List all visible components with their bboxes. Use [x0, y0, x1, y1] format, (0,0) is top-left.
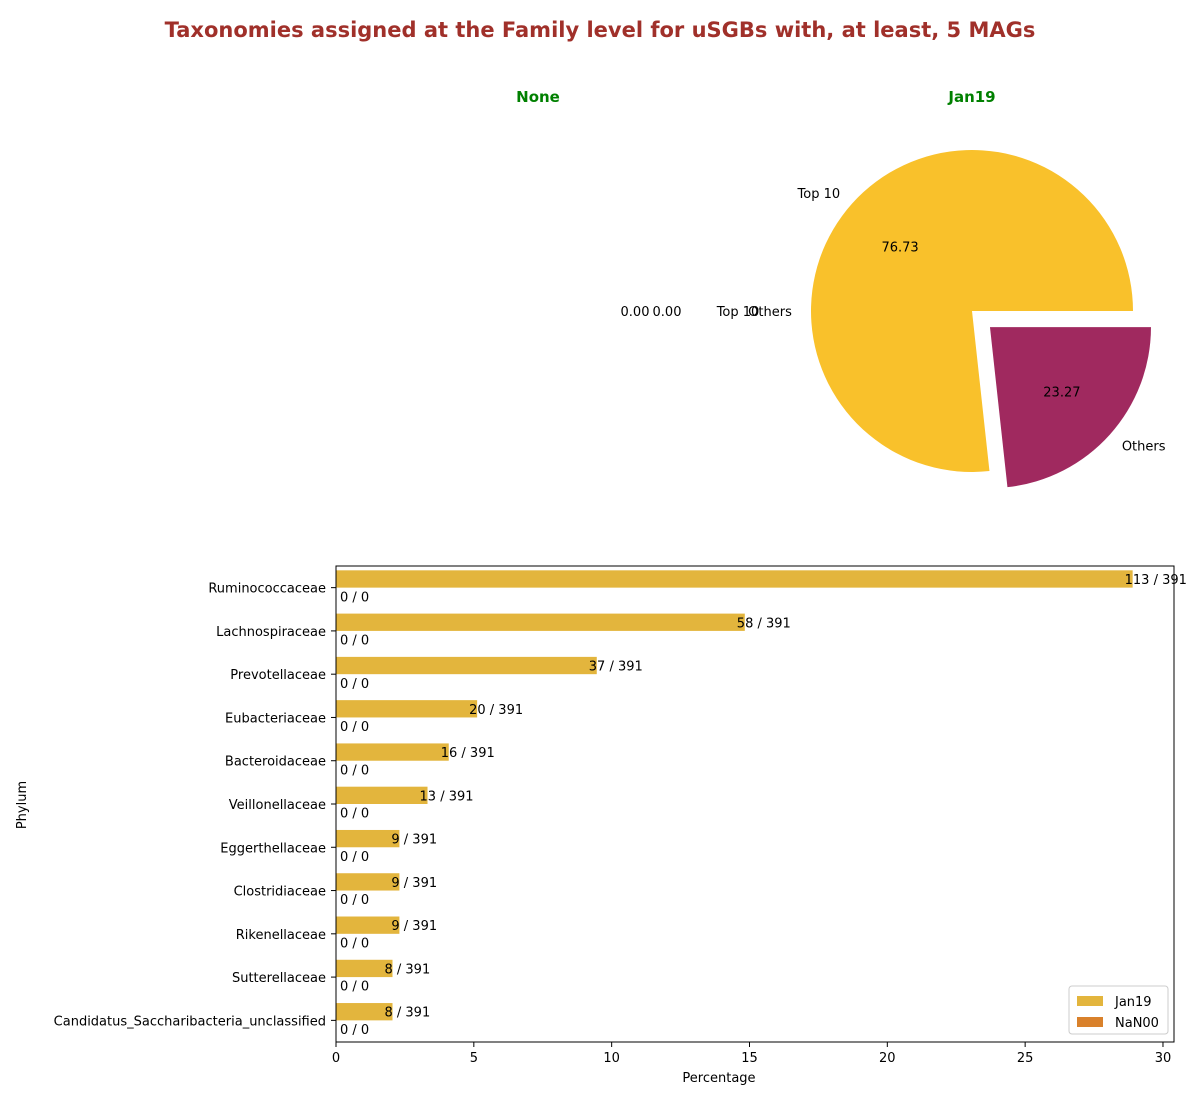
bar-label-nan00: 0 / 0 — [340, 677, 369, 692]
y-tick-label: Prevotellaceae — [230, 668, 326, 683]
bar-label-nan00: 0 / 0 — [340, 720, 369, 735]
y-tick-label: Eggerthellaceae — [220, 841, 326, 856]
bar-label-nan00: 0 / 0 — [340, 590, 369, 605]
bar-jan19 — [336, 786, 428, 804]
legend-label: NaN00 — [1115, 1016, 1159, 1031]
legend-swatch — [1077, 1017, 1103, 1027]
bar-label-jan19: 9 / 391 — [391, 833, 437, 848]
y-tick-label: Bacteroidaceae — [225, 755, 326, 770]
y-tick-label: Sutterellaceae — [232, 971, 326, 986]
bar-label-jan19: 113 / 391 — [1125, 573, 1187, 588]
bar-jan19 — [336, 1003, 393, 1021]
bar-jan19 — [336, 916, 400, 934]
x-tick-label: 10 — [603, 1051, 620, 1066]
y-tick-label: Veillonellaceae — [229, 798, 326, 813]
bar-jan19 — [336, 743, 449, 761]
bar-label-nan00: 0 / 0 — [340, 980, 369, 995]
bar-label-nan00: 0 / 0 — [340, 936, 369, 951]
bar-jan19 — [336, 613, 745, 631]
y-tick-label: Candidatus_Saccharibacteria_unclassified — [54, 1014, 326, 1029]
bar-label-jan19: 37 / 391 — [589, 660, 643, 675]
bar-jan19 — [336, 700, 478, 718]
chart-title: Taxonomies assigned at the Family level … — [164, 18, 1036, 42]
legend-label: Jan19 — [1114, 995, 1152, 1010]
bar-label-nan00: 0 / 0 — [340, 807, 369, 822]
bar-label-nan00: 0 / 0 — [340, 850, 369, 865]
y-tick-label: Lachnospiraceae — [216, 625, 326, 640]
pie-none-title: None — [516, 88, 560, 106]
y-tick-label: Rikenellaceae — [236, 928, 326, 943]
bar-jan19 — [336, 656, 597, 675]
x-axis-label: Percentage — [682, 1071, 755, 1086]
bar-label-jan19: 9 / 391 — [391, 876, 437, 891]
x-tick-label: 30 — [1155, 1051, 1172, 1066]
y-tick-label: Clostridiaceae — [234, 885, 326, 900]
bar-label-jan19: 16 / 391 — [441, 746, 495, 761]
bar-label-nan00: 0 / 0 — [340, 893, 369, 908]
bar-jan19 — [336, 873, 400, 891]
bar-label-jan19: 8 / 391 — [385, 962, 431, 977]
y-tick-label: Eubacteriaceae — [225, 711, 326, 726]
bar-jan19 — [336, 959, 393, 978]
y-tick-label: Ruminococcaceae — [208, 582, 326, 597]
x-tick-label: 5 — [470, 1051, 478, 1066]
bar-label-jan19: 20 / 391 — [469, 703, 523, 718]
legend-swatch — [1077, 996, 1103, 1006]
bar-label-nan00: 0 / 0 — [340, 1023, 369, 1038]
pie-jan19-title: Jan19 — [948, 88, 996, 106]
plot-frame — [335, 565, 1175, 1043]
bar-jan19 — [336, 829, 400, 848]
bar-label-nan00: 0 / 0 — [340, 634, 369, 649]
x-tick-label: 0 — [332, 1051, 340, 1066]
bar-label-jan19: 13 / 391 — [420, 789, 474, 804]
x-tick-label: 20 — [879, 1051, 896, 1066]
bar-label-jan19: 9 / 391 — [391, 919, 437, 934]
bar-label-jan19: 58 / 391 — [737, 616, 791, 631]
bar-jan19 — [336, 570, 1133, 588]
bar-label-nan00: 0 / 0 — [340, 763, 369, 778]
x-tick-label: 25 — [1017, 1051, 1034, 1066]
x-tick-label: 15 — [741, 1051, 758, 1066]
bar-label-jan19: 8 / 391 — [385, 1006, 431, 1021]
y-axis-label: Phylum — [15, 781, 30, 829]
